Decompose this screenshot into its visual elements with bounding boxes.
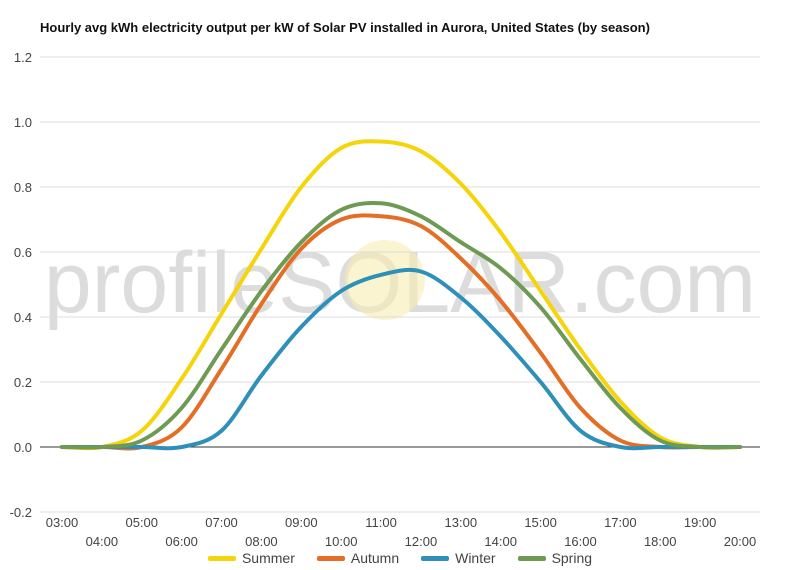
watermark-sun-icon — [345, 240, 425, 320]
x-tick-label: 10:00 — [325, 534, 358, 549]
legend-item-winter[interactable]: Winter — [421, 550, 496, 566]
legend-swatch — [517, 555, 546, 561]
legend-swatch — [207, 555, 236, 561]
chart-legend: Summer Autumn Winter Spring — [0, 549, 800, 567]
legend-label: Spring — [551, 550, 593, 566]
y-tick-label: 0.4 — [14, 310, 32, 325]
x-tick-label: 07:00 — [205, 515, 238, 530]
legend-label: Winter — [455, 550, 496, 566]
legend-label: Autumn — [350, 550, 400, 566]
series-line-winter — [60, 267, 742, 451]
series-line-summer — [60, 139, 742, 451]
x-tick-label: 18:00 — [644, 534, 677, 549]
y-tick-label: 1.2 — [14, 50, 32, 65]
y-tick-label: 1.0 — [14, 115, 32, 130]
legend-swatch — [421, 555, 450, 561]
x-tick-label: 14:00 — [484, 534, 517, 549]
series-line-spring — [60, 200, 742, 450]
x-tick-label: 19:00 — [684, 515, 717, 530]
legend-item-autumn[interactable]: Autumn — [316, 550, 400, 566]
y-tick-label: 0.8 — [14, 180, 32, 195]
chart-title: Hourly avg kWh electricity output per kW… — [40, 20, 650, 35]
y-tick-label: 0.2 — [14, 375, 32, 390]
legend-label: Summer — [241, 550, 295, 566]
legend-swatch — [316, 555, 345, 561]
y-tick-label: 0.0 — [14, 440, 32, 455]
series-line-autumn — [60, 213, 742, 451]
x-tick-label: 03:00 — [46, 515, 79, 530]
x-tick-label: 11:00 — [365, 515, 397, 530]
x-tick-label: 06:00 — [165, 534, 198, 549]
x-tick-label: 04:00 — [86, 534, 119, 549]
x-tick-label: 05:00 — [125, 515, 158, 530]
x-tick-label: 08:00 — [245, 534, 278, 549]
y-tick-label: 0.6 — [14, 245, 32, 260]
x-tick-label: 20:00 — [724, 534, 757, 549]
x-tick-label: 17:00 — [604, 515, 637, 530]
x-tick-label: 09:00 — [285, 515, 318, 530]
x-tick-label: 16:00 — [564, 534, 597, 549]
legend-item-spring[interactable]: Spring — [517, 550, 593, 566]
y-tick-label: -0.2 — [10, 505, 32, 520]
legend-item-summer[interactable]: Summer — [207, 550, 295, 566]
x-tick-label: 12:00 — [405, 534, 438, 549]
x-tick-label: 13:00 — [445, 515, 478, 530]
x-tick-label: 15:00 — [524, 515, 557, 530]
